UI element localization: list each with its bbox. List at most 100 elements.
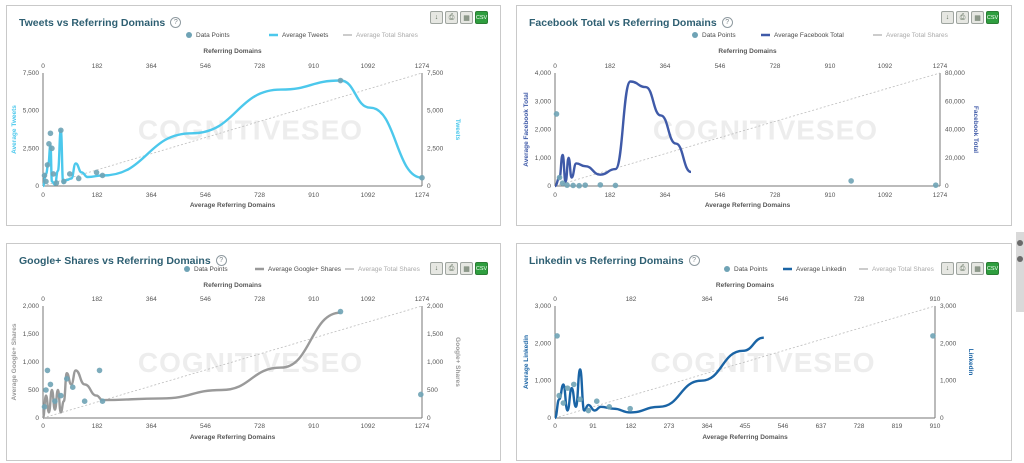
csv-icon[interactable]: CSV bbox=[986, 11, 999, 24]
chart-svg: COGNITIVESEO Data Points Average Facebook … bbox=[523, 32, 979, 209]
x-tick-label: 546 bbox=[715, 192, 726, 199]
x-tick-label: 182 bbox=[626, 423, 637, 430]
top-tick-label: 910 bbox=[308, 296, 319, 303]
y-tick-left-label: 1,000 bbox=[535, 378, 552, 385]
x-axis-label: Average Referring Domains bbox=[190, 202, 276, 209]
data-point bbox=[559, 180, 566, 186]
table-icon[interactable]: ▦ bbox=[971, 262, 984, 275]
x-tick-label: 910 bbox=[930, 423, 941, 430]
chart-svg: COGNITIVESEO Data Points Average Linkedin A… bbox=[523, 266, 974, 441]
chart-svg: COGNITIVESEO Data Points Average Tweets Ave… bbox=[11, 32, 461, 209]
y-axis-right-label: Linkedin bbox=[967, 349, 974, 376]
table-icon[interactable]: ▦ bbox=[460, 11, 473, 24]
data-point bbox=[612, 182, 619, 189]
data-point bbox=[99, 172, 106, 179]
x-tick-label: 910 bbox=[825, 192, 836, 199]
top-tick-label: 546 bbox=[200, 63, 211, 70]
data-point bbox=[61, 178, 67, 185]
chart-svg: COGNITIVESEO Data Points Average Google+ S… bbox=[11, 266, 461, 441]
data-point bbox=[99, 398, 106, 404]
top-tick-label: 546 bbox=[778, 296, 789, 303]
table-icon[interactable]: ▦ bbox=[971, 11, 984, 24]
help-icon[interactable]: ? bbox=[688, 255, 700, 266]
csv-icon[interactable]: CSV bbox=[475, 262, 488, 275]
legend-label-points: Data Points bbox=[702, 32, 736, 39]
x-axis-label: Average Referring Domains bbox=[705, 202, 791, 209]
x-tick-label: 728 bbox=[254, 192, 265, 199]
data-point bbox=[848, 178, 854, 184]
y-tick-right-label: 0 bbox=[945, 183, 949, 190]
y-tick-right-label: 80,000 bbox=[945, 70, 965, 77]
data-point bbox=[930, 333, 936, 339]
y-tick-left-label: 4,000 bbox=[535, 70, 552, 77]
data-point bbox=[50, 171, 57, 177]
top-tick-label: 1274 bbox=[933, 63, 948, 70]
side-scroll-handle[interactable] bbox=[1016, 232, 1024, 312]
print-icon[interactable]: ⎙ bbox=[956, 262, 969, 275]
data-point bbox=[44, 367, 51, 374]
top-tick-label: 0 bbox=[41, 296, 45, 303]
watermark-text: COGNITIVESEO bbox=[138, 347, 363, 378]
top-tick-label: 910 bbox=[825, 63, 836, 70]
data-point bbox=[93, 169, 100, 176]
chart-title: Facebook Total vs Referring Domains? bbox=[529, 17, 733, 29]
help-icon[interactable]: ? bbox=[170, 17, 182, 28]
top-tick-label: 1092 bbox=[361, 63, 376, 70]
top-tick-label: 546 bbox=[715, 63, 726, 70]
chart-toolbar: ↓ ⎙ ▦ CSV bbox=[430, 262, 488, 275]
y-tick-left-label: 2,000 bbox=[23, 303, 40, 310]
y-axis-left-label: Average Google+ Shares bbox=[11, 323, 18, 400]
download-icon[interactable]: ↓ bbox=[430, 262, 443, 275]
legend-label-average: Average Tweets bbox=[282, 32, 329, 39]
csv-icon[interactable]: CSV bbox=[475, 11, 488, 24]
y-tick-left-label: 0 bbox=[547, 183, 551, 190]
chart-toolbar: ↓ ⎙ ▦ CSV bbox=[941, 11, 999, 24]
data-point bbox=[627, 405, 633, 412]
top-axis-label: Referring Domains bbox=[203, 48, 262, 55]
top-tick-label: 1092 bbox=[361, 296, 376, 303]
average-series-line bbox=[554, 80, 692, 188]
print-icon[interactable]: ⎙ bbox=[445, 11, 458, 24]
x-axis-label: Average Referring Domains bbox=[190, 434, 276, 441]
download-icon[interactable]: ↓ bbox=[941, 262, 954, 275]
print-icon[interactable]: ⎙ bbox=[956, 11, 969, 24]
data-point bbox=[582, 182, 589, 188]
y-axis-right-label: Tweets bbox=[454, 119, 461, 141]
legend-marker-points bbox=[186, 32, 192, 38]
top-tick-label: 728 bbox=[854, 296, 865, 303]
top-tick-label: 0 bbox=[553, 63, 557, 70]
table-icon[interactable]: ▦ bbox=[460, 262, 473, 275]
x-tick-label: 728 bbox=[854, 423, 865, 430]
data-point bbox=[553, 111, 560, 117]
data-point bbox=[49, 145, 55, 152]
data-point bbox=[63, 376, 70, 382]
download-icon[interactable]: ↓ bbox=[430, 11, 443, 24]
y-axis-right-label: Google+ Shares bbox=[454, 337, 461, 387]
data-point bbox=[585, 407, 592, 414]
data-point bbox=[58, 127, 64, 134]
csv-icon[interactable]: CSV bbox=[986, 262, 999, 275]
top-axis-label: Referring Domains bbox=[203, 282, 262, 289]
help-icon[interactable]: ? bbox=[215, 255, 227, 266]
data-point bbox=[554, 333, 560, 339]
legend-label-average: Average Google+ Shares bbox=[268, 266, 342, 273]
y-tick-left-label: 1,500 bbox=[23, 331, 40, 338]
x-tick-label: 728 bbox=[254, 423, 265, 430]
watermark-text: COGNITIVESEO bbox=[653, 115, 878, 146]
average-series-line bbox=[41, 79, 423, 188]
help-icon[interactable]: ? bbox=[721, 17, 733, 28]
top-tick-label: 182 bbox=[92, 63, 103, 70]
chart-toolbar: ↓ ⎙ ▦ CSV bbox=[430, 11, 488, 24]
x-tick-label: 455 bbox=[740, 423, 751, 430]
y-tick-left-label: 2,500 bbox=[23, 145, 40, 152]
dot-icon bbox=[1017, 240, 1023, 246]
download-icon[interactable]: ↓ bbox=[941, 11, 954, 24]
data-point bbox=[43, 178, 49, 185]
legend-label-total: Average Total Shares bbox=[356, 32, 419, 39]
legend-label-total: Average Total Shares bbox=[358, 266, 421, 273]
y-tick-left-label: 5,000 bbox=[23, 108, 40, 115]
print-icon[interactable]: ⎙ bbox=[445, 262, 458, 275]
x-tick-label: 0 bbox=[41, 423, 45, 430]
data-point bbox=[597, 182, 604, 188]
y-tick-right-label: 20,000 bbox=[945, 155, 965, 162]
